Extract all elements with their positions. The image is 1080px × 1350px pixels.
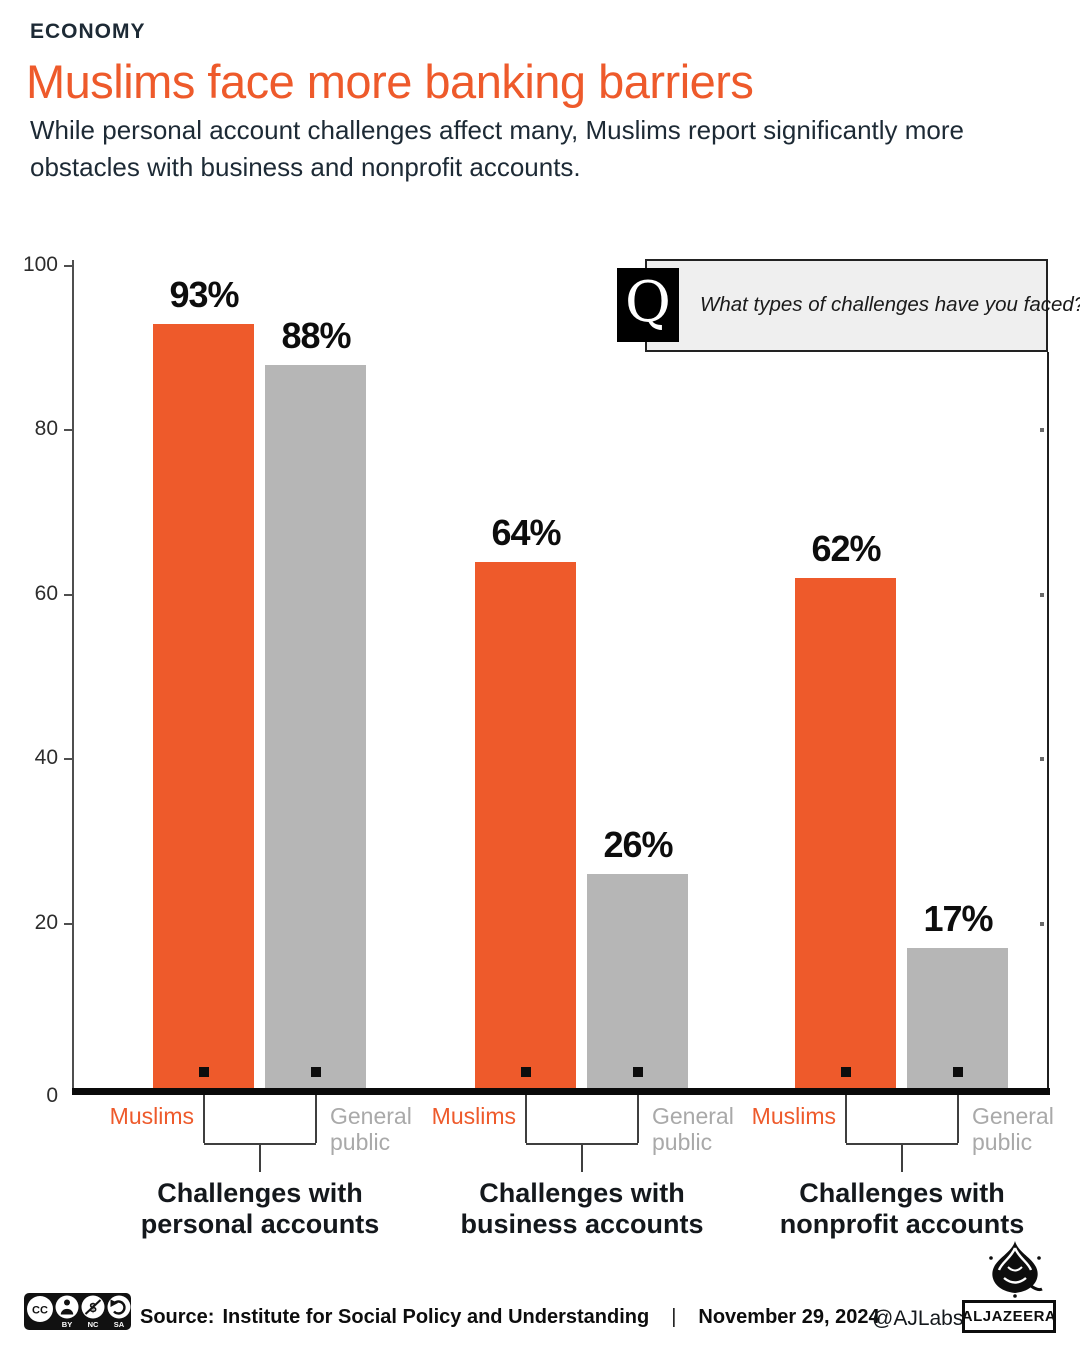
bar-value-label: 62% xyxy=(811,528,881,569)
bracket-stem-line xyxy=(259,1143,261,1172)
kicker: ECONOMY xyxy=(30,20,146,43)
source-line: Source: Institute for Social Policy and … xyxy=(140,1306,880,1329)
right-axis-tick xyxy=(1040,593,1044,597)
bar-anchor-marker xyxy=(953,1067,963,1077)
bracket-vertical-line xyxy=(525,1077,527,1143)
question-text: What types of challenges have you faced? xyxy=(700,293,1080,316)
credit-handle: @AJLabs xyxy=(872,1307,964,1330)
page-title: Muslims face more banking barriers xyxy=(26,55,754,108)
source-name: Institute for Social Policy and Understa… xyxy=(222,1306,650,1328)
bar-anchor-marker xyxy=(199,1067,209,1077)
group-label-challenges-with-personal-accounts: Challenges with personal accounts xyxy=(140,1178,380,1239)
series-label-general-public: General public xyxy=(652,1103,734,1155)
bar-general-public-challenges-with-nonprofit-accounts xyxy=(907,948,1008,1088)
right-axis-tick xyxy=(1040,428,1044,432)
y-axis-tick-label: 0 xyxy=(46,1084,58,1107)
source-label: Source: xyxy=(140,1306,215,1328)
aljazeera-wordmark: ALJAZEERA xyxy=(961,1308,1057,1325)
bar-value-label: 64% xyxy=(491,512,561,553)
bar-muslims-challenges-with-nonprofit-accounts xyxy=(795,578,896,1088)
y-axis-tick-label: 60 xyxy=(34,582,58,605)
bracket-vertical-line xyxy=(957,1077,959,1143)
creative-commons-badge: CC $ BY NC SA xyxy=(24,1293,131,1330)
q-letter: Q xyxy=(625,270,671,335)
bracket-stem-line xyxy=(581,1143,583,1172)
cc-sa-label: SA xyxy=(114,1320,125,1329)
series-label-muslims: Muslims xyxy=(431,1103,516,1129)
bar-anchor-marker xyxy=(841,1067,851,1077)
series-label-general-public: General public xyxy=(972,1103,1054,1155)
bar-anchor-marker xyxy=(521,1067,531,1077)
series-label-muslims: Muslims xyxy=(109,1103,194,1129)
y-axis-tick xyxy=(64,265,72,267)
bracket-vertical-line xyxy=(203,1077,205,1143)
series-label-general-public: General public xyxy=(330,1103,412,1155)
y-axis-tick-label: 80 xyxy=(34,417,58,440)
group-label-challenges-with-business-accounts: Challenges with business accounts xyxy=(460,1178,704,1239)
bar-general-public-challenges-with-personal-accounts xyxy=(265,365,366,1088)
y-axis-tick xyxy=(64,923,72,925)
cc-by-label: BY xyxy=(62,1320,72,1329)
aljazeera-wordmark-box: ALJAZEERA xyxy=(962,1300,1056,1333)
group-label-challenges-with-nonprofit-accounts: Challenges with nonprofit accounts xyxy=(779,1178,1025,1239)
cc-icon xyxy=(27,1296,53,1322)
y-axis-tick-label: 40 xyxy=(34,746,58,769)
right-axis-tick xyxy=(1040,922,1044,926)
bar-value-label: 88% xyxy=(281,315,351,356)
right-axis-spine xyxy=(1047,352,1049,1088)
cc-icon-glyph: CC xyxy=(32,1305,48,1317)
aljazeera-logo-icon xyxy=(989,1241,1043,1298)
bracket-vertical-line xyxy=(845,1077,847,1143)
bar-value-label: 93% xyxy=(169,274,239,315)
bar-value-label: 26% xyxy=(603,824,673,865)
bar-value-label: 17% xyxy=(923,898,993,939)
series-label-muslims: Muslims xyxy=(751,1103,836,1129)
bar-anchor-marker xyxy=(311,1067,321,1077)
bar-muslims-challenges-with-business-accounts xyxy=(475,562,576,1088)
x-axis-baseline xyxy=(72,1088,1050,1095)
cc-nc-label: NC xyxy=(88,1320,99,1329)
cc-by-icon xyxy=(55,1295,79,1319)
y-axis-tick xyxy=(64,594,72,596)
question-mark-icon: Q xyxy=(617,268,679,342)
bracket-vertical-line xyxy=(637,1077,639,1143)
publish-date: November 29, 2024 xyxy=(698,1306,880,1328)
y-axis-tick xyxy=(64,429,72,431)
cc-sa-icon xyxy=(107,1295,131,1319)
subtitle: While personal account challenges affect… xyxy=(30,115,965,182)
bracket-vertical-line xyxy=(315,1077,317,1143)
y-axis-tick-label: 20 xyxy=(34,911,58,934)
y-axis-spine xyxy=(72,260,74,1088)
question-box xyxy=(645,259,1048,352)
y-axis-tick xyxy=(64,758,72,760)
right-axis-tick xyxy=(1040,757,1044,761)
bracket-stem-line xyxy=(901,1143,903,1172)
y-axis-tick-label: 100 xyxy=(22,253,58,276)
bar-anchor-marker xyxy=(633,1067,643,1077)
bar-general-public-challenges-with-business-accounts xyxy=(587,874,688,1088)
separator: | xyxy=(671,1306,677,1328)
bar-muslims-challenges-with-personal-accounts xyxy=(153,324,254,1088)
